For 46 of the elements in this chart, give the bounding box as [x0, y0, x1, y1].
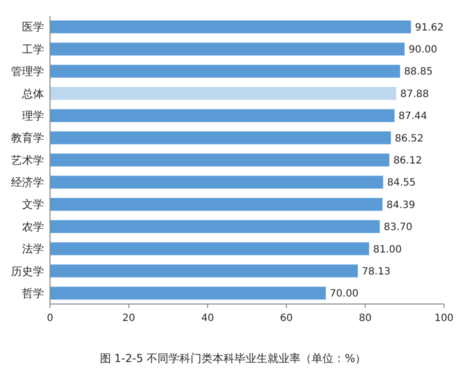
bar: [50, 264, 358, 278]
bar: [50, 242, 370, 256]
data-label: 90.00: [408, 44, 438, 56]
data-label: 78.13: [362, 266, 390, 278]
y-tick-label: 法学: [22, 242, 44, 256]
y-tick-label: 教育学: [11, 132, 44, 145]
y-tick-label: 历史学: [11, 264, 44, 278]
bar: [50, 109, 395, 122]
x-tick-label: 100: [434, 313, 454, 324]
data-label: 91.62: [414, 22, 444, 34]
y-tick-label: 农学: [22, 220, 44, 234]
data-label: 84.39: [386, 200, 416, 211]
data-label: 86.12: [393, 156, 422, 166]
x-tick-label: 20: [122, 313, 136, 324]
data-label: 84.55: [387, 178, 416, 189]
data-label: 81.00: [373, 244, 402, 256]
y-tick-label: 艺术学: [11, 154, 44, 167]
bar: [50, 286, 326, 300]
bar: [50, 131, 391, 144]
bar: [50, 64, 400, 78]
data-label: 87.44: [398, 111, 428, 122]
y-tick-label: 经济学: [11, 176, 44, 190]
x-tick-label: 0: [46, 313, 54, 324]
data-label: 88.85: [404, 66, 433, 78]
x-tick-label: 60: [280, 313, 293, 324]
data-label: 86.52: [394, 133, 424, 144]
bar: [50, 176, 384, 189]
x-tick-label: 80: [358, 313, 372, 324]
x-tick-label: 40: [201, 313, 214, 324]
data-label: 83.70: [384, 222, 412, 234]
y-tick-label: 理学: [22, 109, 44, 122]
data-label: 87.88: [400, 88, 429, 100]
bar: [50, 220, 380, 233]
text: 图 1-2-5 不同学科门类本科毕业生就业率（单位：%）: [100, 352, 366, 365]
bar: [50, 87, 396, 100]
y-tick-label: 总体: [21, 87, 44, 100]
bar: [50, 42, 405, 56]
bar: [50, 154, 390, 166]
bar: [50, 198, 382, 211]
y-tick-label: 管理学: [11, 65, 44, 78]
y-tick-label: 工学: [22, 42, 44, 56]
bar: [50, 20, 411, 34]
y-tick-label: 文学: [22, 198, 44, 212]
data-label: 70.00: [330, 288, 358, 300]
y-tick-label: 医学: [22, 20, 44, 34]
y-tick-label: 哲学: [22, 286, 44, 300]
